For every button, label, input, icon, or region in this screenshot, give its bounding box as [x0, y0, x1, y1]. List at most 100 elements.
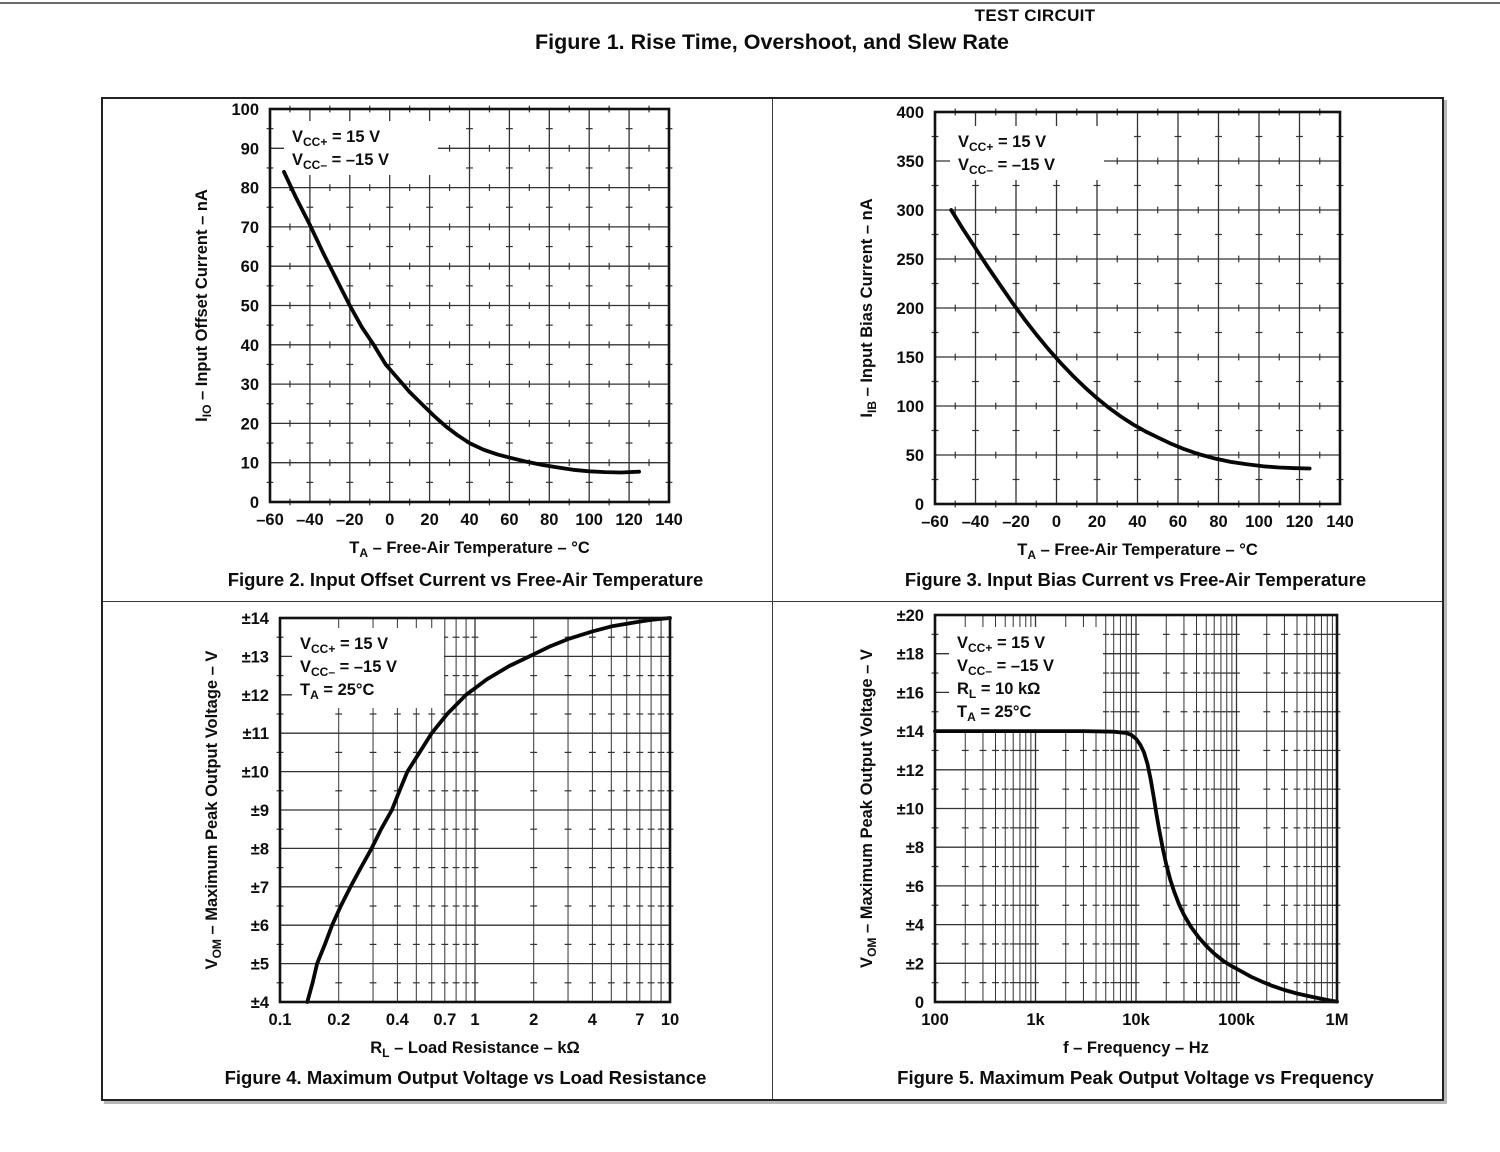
- svg-text:0: 0: [915, 496, 924, 514]
- svg-text:0: 0: [385, 511, 394, 529]
- svg-text:±6: ±6: [906, 878, 924, 896]
- svg-text:7: 7: [635, 1011, 644, 1029]
- svg-text:f – Frequency – Hz: f – Frequency – Hz: [1063, 1039, 1209, 1057]
- svg-text:200: 200: [896, 300, 924, 318]
- svg-text:±10: ±10: [242, 764, 269, 782]
- svg-text:±4: ±4: [251, 994, 270, 1012]
- svg-text:VCC+ = 15 V: VCC+ = 15 V: [957, 634, 1045, 655]
- svg-text:350: 350: [896, 153, 924, 171]
- svg-text:40: 40: [241, 337, 259, 355]
- svg-text:±12: ±12: [242, 687, 269, 705]
- svg-text:50: 50: [906, 447, 924, 465]
- svg-text:VCC+ = 15 V: VCC+ = 15 V: [300, 635, 388, 656]
- charts-grid: VCC+ = 15 V VCC– = –15 V –60 –40 –20 0 20 40 60 8…: [101, 97, 1444, 1101]
- svg-text:±13: ±13: [242, 648, 269, 666]
- svg-text:50: 50: [241, 298, 259, 316]
- figure5-caption: Figure 5. Maximum Peak Output Voltage vs…: [897, 1067, 1374, 1088]
- svg-text:IIO – Input Offset Current – n: IIO – Input Offset Current – nA: [193, 189, 214, 422]
- svg-text:±4: ±4: [906, 917, 925, 935]
- svg-text:–20: –20: [1002, 513, 1030, 531]
- svg-text:40: 40: [1128, 513, 1146, 531]
- svg-text:10: 10: [661, 1011, 679, 1029]
- svg-text:20: 20: [420, 511, 438, 529]
- svg-text:1: 1: [470, 1011, 479, 1029]
- svg-text:VCC+ = 15 V: VCC+ = 15 V: [958, 133, 1046, 154]
- svg-text:4: 4: [588, 1011, 598, 1029]
- svg-text:1M: 1M: [1326, 1011, 1349, 1029]
- svg-text:VCC– = –15 V: VCC– = –15 V: [957, 657, 1054, 678]
- svg-text:40: 40: [460, 511, 478, 529]
- svg-text:100k: 100k: [1218, 1011, 1256, 1029]
- svg-text:0: 0: [250, 494, 259, 512]
- svg-text:±6: ±6: [251, 917, 269, 935]
- svg-text:250: 250: [896, 251, 924, 269]
- svg-text:TA – Free-Air Temperature – °C: TA – Free-Air Temperature – °C: [1017, 541, 1258, 562]
- svg-text:RL = 10 kΩ: RL = 10 kΩ: [957, 680, 1040, 701]
- top-rule: [0, 2, 1500, 4]
- svg-text:±20: ±20: [897, 607, 924, 625]
- svg-text:140: 140: [1326, 513, 1354, 531]
- svg-text:10k: 10k: [1122, 1011, 1150, 1029]
- svg-text:±10: ±10: [897, 801, 924, 819]
- svg-text:100: 100: [575, 511, 603, 529]
- svg-text:0.2: 0.2: [327, 1011, 350, 1029]
- figure5-panel: VCC+ = 15 V VCC– = –15 V RL = 10 kΩ TA = 25…: [773, 602, 1442, 1099]
- svg-text:0.4: 0.4: [386, 1011, 410, 1029]
- svg-text:IIB – Input Bias Current – nA: IIB – Input Bias Current – nA: [858, 198, 879, 417]
- figure3-caption: Figure 3. Input Bias Current vs Free-Air…: [904, 569, 1367, 590]
- svg-text:±8: ±8: [906, 839, 924, 857]
- svg-text:–60: –60: [256, 511, 284, 529]
- svg-text:TA – Free-Air Temperature – °C: TA – Free-Air Temperature – °C: [349, 539, 590, 560]
- svg-text:±14: ±14: [242, 610, 270, 628]
- svg-text:90: 90: [241, 140, 259, 158]
- svg-text:–60: –60: [921, 513, 949, 531]
- svg-text:20: 20: [1088, 513, 1106, 531]
- test-circuit-label: TEST CIRCUIT: [974, 6, 1096, 25]
- svg-text:140: 140: [655, 511, 683, 529]
- svg-text:80: 80: [540, 511, 558, 529]
- svg-text:2: 2: [529, 1011, 538, 1029]
- svg-text:±18: ±18: [897, 646, 924, 664]
- svg-text:–20: –20: [336, 511, 364, 529]
- svg-text:30: 30: [241, 376, 259, 394]
- svg-text:300: 300: [896, 202, 924, 220]
- svg-text:100: 100: [896, 398, 924, 416]
- svg-text:RL – Load Resistance – kΩ: RL – Load Resistance – kΩ: [370, 1039, 580, 1060]
- svg-text:10: 10: [241, 455, 259, 473]
- svg-text:±7: ±7: [251, 879, 269, 897]
- svg-text:1k: 1k: [1026, 1011, 1045, 1029]
- figure4-panel: VCC+ = 15 V VCC– = –15 V TA = 25°C 0.1 0.2 0.…: [103, 602, 773, 1099]
- svg-text:150: 150: [896, 349, 924, 367]
- svg-text:VCC– = –15 V: VCC– = –15 V: [300, 658, 397, 679]
- svg-text:60: 60: [500, 511, 518, 529]
- svg-text:±16: ±16: [897, 684, 924, 702]
- svg-text:TA = 25°C: TA = 25°C: [957, 703, 1032, 724]
- svg-text:0.7: 0.7: [433, 1011, 456, 1029]
- svg-text:VCC– = –15 V: VCC– = –15 V: [292, 151, 389, 172]
- svg-text:70: 70: [241, 219, 259, 237]
- svg-text:TA = 25°C: TA = 25°C: [300, 681, 375, 702]
- svg-text:60: 60: [241, 258, 259, 276]
- svg-text:±5: ±5: [251, 956, 269, 974]
- figure2-panel: VCC+ = 15 V VCC– = –15 V –60 –40 –20 0 20 40 60 8…: [103, 99, 773, 602]
- figure2-caption: Figure 2. Input Offset Current vs Free-A…: [227, 569, 704, 590]
- svg-text:0.1: 0.1: [269, 1011, 292, 1029]
- figure4-caption: Figure 4. Maximum Output Voltage vs Load…: [224, 1067, 707, 1088]
- svg-text:–40: –40: [296, 511, 324, 529]
- svg-text:400: 400: [896, 104, 924, 122]
- figure1-title: Figure 1. Rise Time, Overshoot, and Slew…: [535, 30, 1009, 54]
- svg-text:100: 100: [921, 1011, 949, 1029]
- svg-text:±2: ±2: [906, 955, 924, 973]
- svg-text:–40: –40: [962, 513, 990, 531]
- svg-text:100: 100: [231, 101, 259, 119]
- svg-text:±9: ±9: [251, 802, 269, 820]
- figure3-panel: VCC+ = 15 V VCC– = –15 V –60 –40 –20 0 20 40 60 8…: [773, 99, 1442, 602]
- svg-text:120: 120: [615, 511, 643, 529]
- svg-text:VOM – Maximum Peak Output Volt: VOM – Maximum Peak Output Voltage – V: [203, 651, 224, 970]
- svg-text:±11: ±11: [243, 725, 270, 743]
- svg-text:±14: ±14: [897, 723, 925, 741]
- svg-text:100: 100: [1245, 513, 1273, 531]
